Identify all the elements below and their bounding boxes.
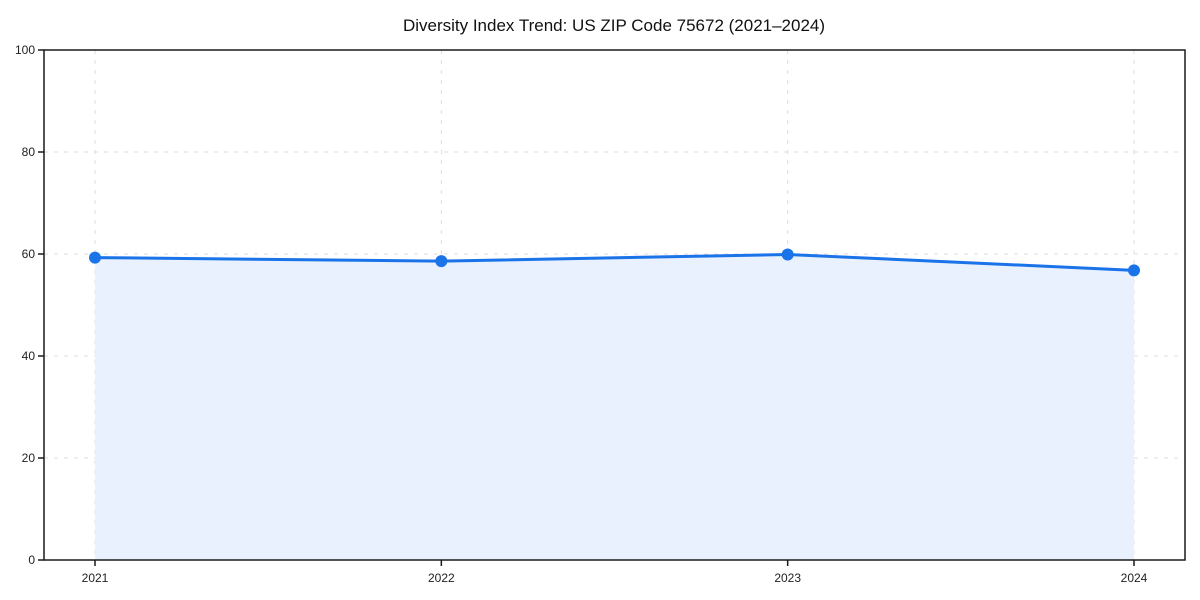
series-layer (89, 248, 1140, 560)
chart-title: Diversity Index Trend: US ZIP Code 75672… (403, 16, 825, 35)
area-fill (95, 254, 1134, 560)
y-tick-label: 0 (28, 553, 35, 567)
tick-labels-layer: 0 20 40 60 80 100 2021 2022 2023 2024 (15, 43, 1148, 585)
y-tick-label: 40 (22, 349, 36, 363)
axes-layer (38, 49, 1186, 566)
x-tick-label: 2022 (428, 571, 455, 585)
data-point-marker (781, 248, 794, 261)
data-point-marker (435, 255, 448, 268)
plot-border (43, 49, 1186, 561)
y-tick-label: 60 (22, 247, 36, 261)
y-tick-label: 80 (22, 145, 36, 159)
y-tick-label: 20 (22, 451, 36, 465)
data-point-marker (1128, 264, 1140, 277)
data-point-marker (89, 251, 101, 264)
x-tick-label: 2024 (1121, 571, 1148, 585)
trend-line (93, 253, 1136, 272)
x-tick-label: 2023 (774, 571, 801, 585)
x-tick-label: 2021 (82, 571, 109, 585)
y-tick-label: 100 (15, 43, 35, 57)
